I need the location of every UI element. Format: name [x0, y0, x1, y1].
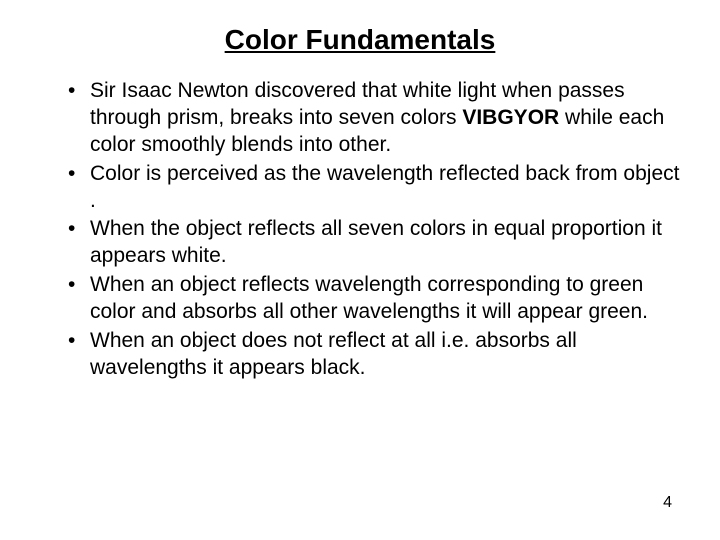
list-item: Sir Isaac Newton discovered that white l…	[68, 78, 680, 159]
bullet-text: Color is perceived as the wavelength ref…	[90, 162, 679, 212]
bullet-text: When an object does not reflect at all i…	[90, 329, 577, 379]
bullet-text: When an object reflects wavelength corre…	[90, 273, 648, 323]
bullet-text-bold: VIBGYOR	[462, 106, 559, 129]
page-number: 4	[663, 494, 672, 512]
slide-title: Color Fundamentals	[40, 24, 680, 56]
bullet-text: When the object reflects all seven color…	[90, 217, 662, 267]
list-item: When the object reflects all seven color…	[68, 216, 680, 270]
list-item: Color is perceived as the wavelength ref…	[68, 161, 680, 215]
list-item: When an object reflects wavelength corre…	[68, 272, 680, 326]
bullet-list: Sir Isaac Newton discovered that white l…	[40, 78, 680, 382]
list-item: When an object does not reflect at all i…	[68, 328, 680, 382]
